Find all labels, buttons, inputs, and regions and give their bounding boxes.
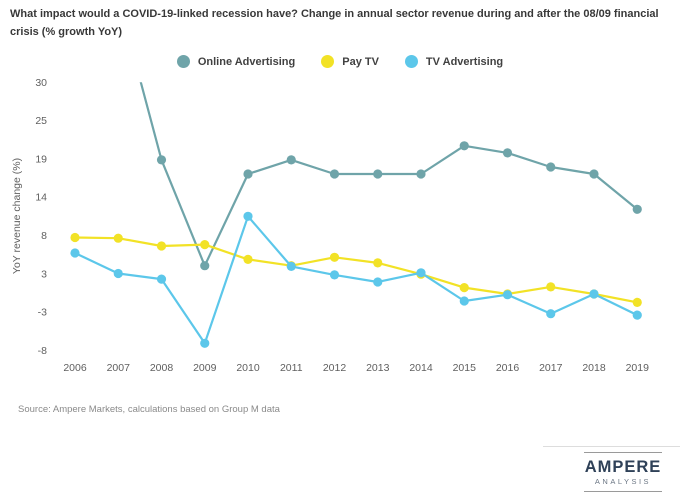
x-tick-label: 2016	[496, 362, 520, 374]
legend-label: Pay TV	[342, 55, 379, 68]
data-point[interactable]	[113, 233, 123, 243]
x-tick-label: 2009	[193, 362, 217, 374]
data-point[interactable]	[589, 289, 599, 299]
chart-title: What impact would a COVID-19-linked rece…	[10, 8, 659, 38]
data-point[interactable]	[459, 283, 469, 293]
x-tick-label: 2010	[236, 362, 260, 374]
x-tick-label: 2012	[323, 362, 347, 374]
x-tick-label: 2007	[107, 362, 131, 374]
data-point[interactable]	[329, 169, 340, 179]
x-tick-label: 2008	[150, 362, 174, 374]
data-point[interactable]	[200, 240, 210, 250]
legend-item-pay-tv[interactable]: Pay TV	[321, 55, 379, 68]
y-tick-label: -3	[38, 307, 47, 319]
legend-swatch-icon	[404, 55, 418, 68]
data-point[interactable]	[632, 204, 642, 214]
y-tick-label: 19	[35, 153, 47, 165]
x-tick-label: 2006	[63, 362, 87, 374]
data-point[interactable]	[459, 141, 469, 151]
data-point[interactable]	[243, 254, 253, 264]
legend-swatch-icon	[176, 55, 190, 68]
logo-bottom-rule	[584, 491, 662, 492]
x-tick-label: 2019	[626, 362, 650, 374]
footer-divider	[543, 446, 680, 447]
data-point[interactable]	[502, 148, 513, 158]
x-tick-label: 2017	[539, 362, 563, 374]
x-tick-label: 2015	[453, 362, 477, 374]
data-point[interactable]	[156, 155, 167, 165]
x-tick-label: 2018	[582, 362, 606, 374]
x-tick-label: 2013	[366, 362, 390, 374]
data-point[interactable]	[632, 310, 642, 320]
y-tick-label: 25	[35, 115, 47, 127]
logo-top-rule	[584, 452, 662, 453]
y-axis-title: YoY revenue change (%)	[11, 158, 23, 274]
data-point[interactable]	[416, 169, 426, 179]
legend-item-online-advertising[interactable]: Online Advertising	[176, 55, 296, 68]
y-tick-label: -8	[38, 345, 47, 357]
data-point[interactable]	[286, 155, 296, 165]
data-point[interactable]	[156, 274, 167, 284]
data-point[interactable]	[200, 338, 210, 348]
y-tick-label: 3	[41, 268, 47, 280]
data-point[interactable]	[113, 268, 123, 279]
data-point[interactable]	[546, 282, 556, 292]
y-tick-label: 8	[41, 230, 47, 242]
source-note: Source: Ampere Markets, calculations bas…	[18, 404, 280, 415]
data-point[interactable]	[632, 297, 642, 307]
legend: Online Advertising Pay TV TV Advertising	[0, 55, 680, 68]
series-online-advertising	[139, 82, 642, 271]
legend-item-tv-advertising[interactable]: TV Advertising	[404, 55, 504, 68]
series-line	[139, 82, 638, 267]
data-point[interactable]	[243, 169, 253, 179]
line-chart-svg: 30 25 19 14 8 3 -3 -8 YoY revenue change (%) 2006…	[11, 77, 650, 374]
data-point[interactable]	[70, 248, 80, 258]
data-point[interactable]	[502, 290, 513, 300]
series-line	[74, 215, 638, 345]
data-point[interactable]	[329, 252, 340, 262]
data-point[interactable]	[459, 296, 469, 306]
data-point[interactable]	[373, 277, 383, 287]
logo-subtitle: ANALYSIS	[594, 477, 652, 486]
legend-swatch-icon	[321, 55, 335, 68]
y-tick-label: 14	[35, 192, 47, 204]
series-pay-tv	[70, 232, 642, 307]
ampere-analysis-logo: AMPERE ANALYSIS	[583, 452, 663, 492]
line-chart: 30 25 19 14 8 3 -3 -8 YoY revenue change (%) 2006…	[0, 60, 680, 390]
data-point[interactable]	[329, 270, 340, 280]
data-point[interactable]	[70, 232, 80, 243]
series-line	[74, 236, 638, 304]
data-point[interactable]	[286, 261, 296, 271]
data-point[interactable]	[416, 268, 426, 278]
data-point[interactable]	[373, 169, 383, 179]
data-point[interactable]	[546, 162, 556, 172]
data-point[interactable]	[373, 258, 383, 268]
data-point[interactable]	[546, 309, 556, 319]
series-tv-advertising	[70, 211, 642, 348]
data-point[interactable]	[200, 261, 210, 271]
data-point[interactable]	[156, 241, 167, 251]
legend-label: Online Advertising	[197, 55, 296, 68]
y-tick-label: 30	[35, 77, 47, 89]
logo-wordmark: AMPERE	[584, 458, 662, 476]
data-point[interactable]	[243, 211, 253, 221]
data-point[interactable]	[589, 169, 599, 179]
x-tick-label: 2014	[409, 362, 433, 374]
legend-label: TV Advertising	[425, 55, 504, 68]
x-tick-label: 2011	[280, 362, 303, 374]
